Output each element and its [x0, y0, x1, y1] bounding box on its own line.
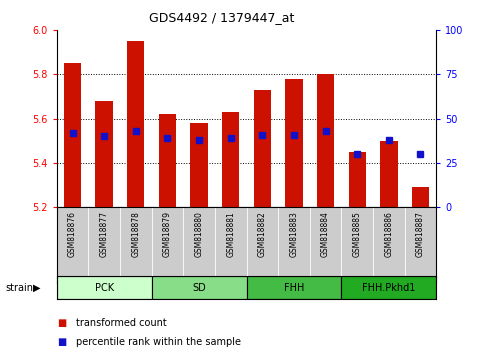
Bar: [317, 74, 334, 207]
Text: GSM818877: GSM818877: [100, 211, 108, 257]
Bar: [152, 276, 246, 299]
Text: GSM818887: GSM818887: [416, 211, 425, 257]
Bar: [253, 90, 271, 207]
Bar: [96, 101, 113, 207]
Text: percentile rank within the sample: percentile rank within the sample: [76, 337, 242, 347]
Text: SD: SD: [192, 282, 206, 293]
Bar: [159, 114, 176, 207]
Bar: [285, 79, 303, 207]
Bar: [380, 141, 397, 207]
Text: GDS4492 / 1379447_at: GDS4492 / 1379447_at: [149, 11, 294, 24]
Text: ▶: ▶: [33, 282, 41, 293]
Bar: [246, 276, 341, 299]
Bar: [349, 152, 366, 207]
Text: GSM818884: GSM818884: [321, 211, 330, 257]
Bar: [190, 123, 208, 207]
Text: GSM818876: GSM818876: [68, 211, 77, 257]
Text: ■: ■: [57, 337, 66, 347]
Text: GSM818883: GSM818883: [289, 211, 298, 257]
Text: transformed count: transformed count: [76, 318, 167, 328]
Text: PCK: PCK: [95, 282, 114, 293]
Text: GSM818886: GSM818886: [385, 211, 393, 257]
Text: GSM818879: GSM818879: [163, 211, 172, 257]
Bar: [412, 187, 429, 207]
Text: GSM818880: GSM818880: [195, 211, 204, 257]
Bar: [57, 276, 152, 299]
Text: strain: strain: [5, 282, 33, 293]
Text: FHH.Pkhd1: FHH.Pkhd1: [362, 282, 416, 293]
Bar: [341, 276, 436, 299]
Text: GSM818885: GSM818885: [352, 211, 362, 257]
Text: GSM818881: GSM818881: [226, 211, 235, 257]
Bar: [127, 41, 144, 207]
Bar: [222, 112, 240, 207]
Text: GSM818882: GSM818882: [258, 211, 267, 257]
Bar: [64, 63, 81, 207]
Text: FHH: FHH: [284, 282, 304, 293]
Text: GSM818878: GSM818878: [131, 211, 141, 257]
Text: ■: ■: [57, 318, 66, 328]
